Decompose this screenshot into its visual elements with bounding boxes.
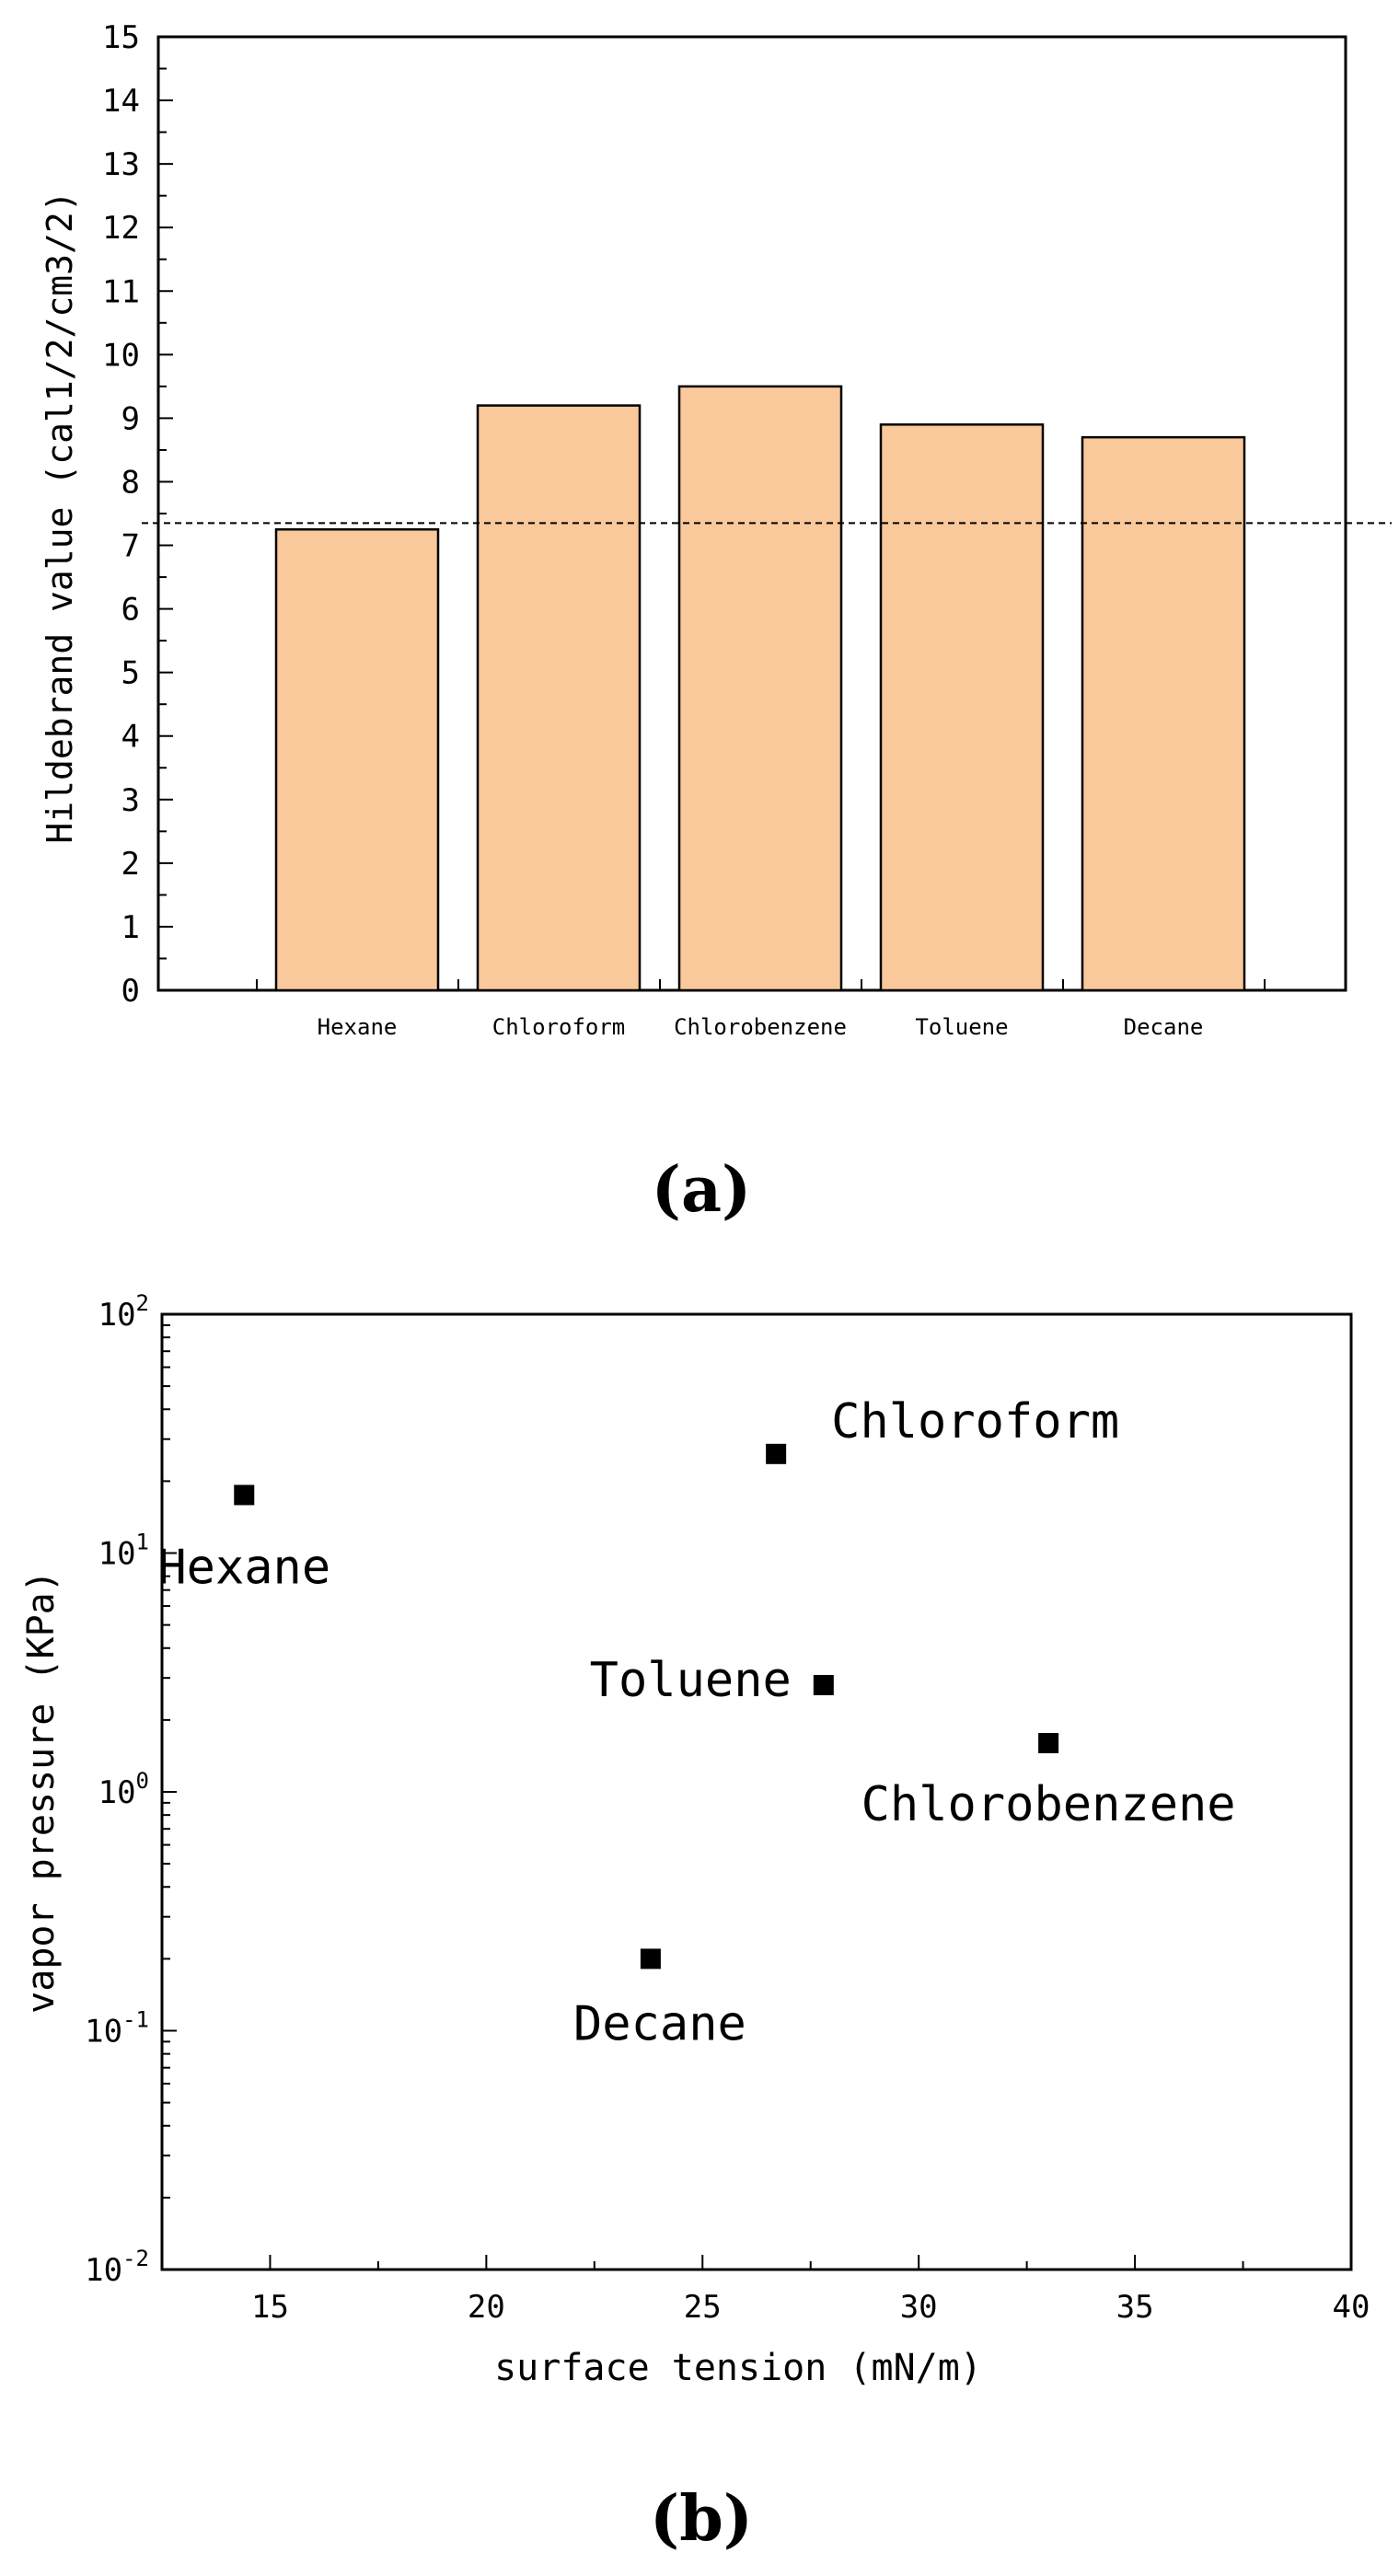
panel-b-x-tick-label: 35 [1116, 2289, 1154, 2326]
panel-b-x-tick-label: 40 [1333, 2289, 1370, 2326]
panel-a-bar-chlorobenzene [677, 385, 843, 992]
panel-a-y-tick-label: 7 [121, 528, 140, 565]
panel-b-x-tick-label: 30 [900, 2289, 938, 2326]
panel-a-bar-toluene [879, 423, 1045, 992]
panel-a-y-tick-label: 12 [102, 210, 140, 247]
panel-a-bar-hexane [274, 528, 440, 992]
panel-b-label: (b) [650, 2482, 753, 2556]
panel-a-y-tick-label: 14 [102, 83, 140, 120]
panel-b-point-label: Chlorobenzene [861, 1777, 1236, 1832]
panel-b-y-tick-label: 100 [98, 1768, 149, 1811]
panel-b-point-chloroform [766, 1443, 787, 1464]
panel-a-y-tick-label: 10 [102, 337, 140, 374]
panel-a-y-tick-label: 6 [121, 592, 140, 629]
panel-a-y-tick-label: 1 [121, 909, 140, 946]
panel-b-point-label: Decane [573, 1996, 746, 2051]
panel-a-y-tick-label: 3 [121, 782, 140, 819]
panel-a-x-tick-label: Toluene [915, 1014, 1008, 1040]
panel-a-y-tick-label: 11 [102, 273, 140, 310]
panel-a-label: (a) [652, 1153, 751, 1227]
panel-a-y-tick-label: 5 [121, 655, 140, 692]
panel-a-y-tick-label: 15 [102, 19, 140, 56]
panel-a-x-tick-label: Hexane [318, 1014, 398, 1040]
panel-b-x-tick-label: 20 [468, 2289, 505, 2326]
panel-a-x-tick-label: Decane [1124, 1014, 1204, 1040]
panel-b-point-chlorobenzene [1038, 1733, 1059, 1754]
panel-b-point-hexane [234, 1484, 255, 1506]
panel-b-y-tick-label: 102 [98, 1290, 149, 1334]
panel-b-scatter-chart: 102 101 100 10-1 10-2 15 20 25 30 35 40 Hexane Chl… [20, 1290, 1370, 2556]
panel-a-y-tick-label: 0 [121, 973, 140, 1010]
panel-a-y-axis-label: Hildebrand value (cal1/2/cm3/2) [40, 191, 80, 843]
panel-b-x-tick-label: 25 [684, 2289, 722, 2326]
panel-a-x-tick-label: Chloroform [492, 1014, 626, 1040]
panel-b-point-label: Chloroform [831, 1394, 1119, 1450]
panel-b-point-toluene [813, 1674, 834, 1695]
panel-b-y-tick-label: 10-1 [85, 2007, 149, 2050]
panel-a-y-tick-label: 4 [121, 719, 140, 756]
panel-b-point-label: Toluene [590, 1653, 792, 1708]
panel-a-y-tick-label: 13 [102, 146, 140, 183]
panel-a-bar-chloroform [476, 404, 642, 992]
panel-a-y-tick-label: 8 [121, 464, 140, 501]
panel-b-point-label: Hexane [157, 1540, 330, 1595]
panel-a-bar-decane [1081, 435, 1246, 992]
panel-b-y-axis-label: vapor pressure (KPa) [20, 1570, 63, 2014]
panel-a-x-tick-label: Chlorobenzene [674, 1014, 847, 1040]
panel-b-point-decane [640, 1948, 661, 1970]
panel-a-y-tick-label: 9 [121, 400, 140, 437]
panel-b-y-tick-label: 10-2 [85, 2246, 149, 2289]
panel-b-y-tick-label: 101 [98, 1530, 149, 1573]
panel-b-x-axis-label: surface tension (mN/m) [494, 2347, 982, 2389]
panel-a-y-tick-label: 2 [121, 846, 140, 883]
panel-b-x-tick-label: 15 [251, 2289, 289, 2326]
